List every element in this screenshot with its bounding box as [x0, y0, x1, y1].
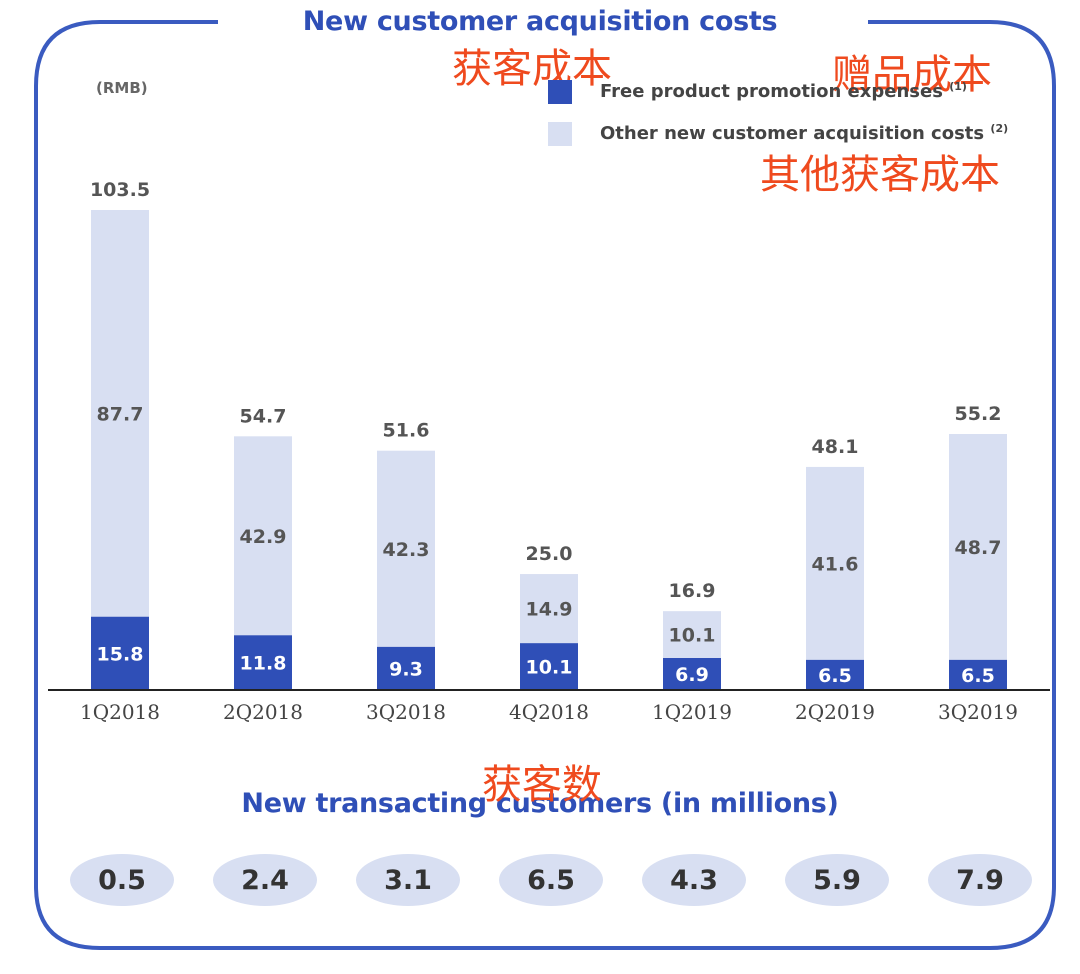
bar-other-3Q2019	[949, 434, 1007, 660]
annotation-customers-cn: 获客数	[482, 762, 602, 808]
x-tick-2Q2019: 2Q2019	[795, 700, 875, 724]
bar-other-4Q2018	[520, 574, 578, 644]
annotation-series2-cn: 其他获客成本	[760, 152, 1000, 198]
annotation-series1-cn: 赠品成本	[832, 52, 992, 98]
bar-free-1Q2018	[91, 616, 149, 690]
bar-free-2Q2019	[806, 659, 864, 690]
legend-swatch-free-product	[548, 80, 572, 104]
customers-section-title: New transacting customers (in millions)	[241, 788, 839, 819]
label-total-2Q2019: 48.1	[812, 436, 859, 458]
label-other-4Q2018: 14.9	[526, 599, 573, 621]
customer-bubble-3Q2019: 7.9	[928, 854, 1032, 906]
unit-label: (RMB)	[96, 79, 148, 97]
bar-free-2Q2018	[234, 635, 292, 690]
x-tick-4Q2018: 4Q2018	[509, 700, 589, 724]
bar-free-4Q2018	[520, 643, 578, 690]
label-free-1Q2018: 15.8	[97, 643, 144, 665]
bar-other-1Q2018	[91, 210, 149, 617]
x-tick-3Q2019: 3Q2019	[938, 700, 1018, 724]
customer-bubble-1Q2019: 4.3	[642, 854, 746, 906]
x-tick-3Q2018: 3Q2018	[366, 700, 446, 724]
label-free-3Q2019: 6.5	[961, 665, 995, 687]
label-free-2Q2019: 6.5	[818, 665, 852, 687]
bar-free-3Q2019	[949, 659, 1007, 690]
label-free-4Q2018: 10.1	[526, 657, 573, 679]
chart-title: New customer acquisition costs	[302, 6, 778, 37]
label-other-3Q2018: 42.3	[383, 539, 430, 561]
customer-bubble-3Q2018: 3.1	[356, 854, 460, 906]
label-free-2Q2018: 11.8	[240, 653, 287, 675]
label-other-2Q2018: 42.9	[240, 526, 287, 548]
customer-bubble-2Q2018: 2.4	[213, 854, 317, 906]
customer-bubble-2Q2019: 5.9	[785, 854, 889, 906]
label-free-3Q2018: 9.3	[389, 658, 423, 680]
x-tick-1Q2018: 1Q2018	[80, 700, 160, 724]
bar-other-2Q2018	[234, 436, 292, 636]
label-total-4Q2018: 25.0	[526, 543, 573, 565]
label-total-2Q2018: 54.7	[240, 405, 287, 427]
label-free-1Q2019: 6.9	[675, 664, 709, 686]
x-tick-2Q2018: 2Q2018	[223, 700, 303, 724]
label-total-3Q2019: 55.2	[955, 403, 1002, 425]
legend-label-free-product: Free product promotion expenses (1)	[600, 80, 967, 102]
label-other-1Q2019: 10.1	[669, 625, 716, 647]
x-tick-1Q2019: 1Q2019	[652, 700, 732, 724]
customer-bubble-4Q2018: 6.5	[499, 854, 603, 906]
label-other-1Q2018: 87.7	[97, 403, 144, 425]
bar-free-1Q2019	[663, 658, 721, 690]
label-other-2Q2019: 41.6	[812, 553, 859, 575]
annotation-title-cn: 获客成本	[452, 46, 612, 92]
legend-label-other-costs: Other new customer acquisition costs (2)	[600, 122, 1009, 144]
label-total-1Q2019: 16.9	[669, 580, 716, 602]
bar-other-2Q2019	[806, 466, 864, 660]
legend-swatch-other-costs	[548, 122, 572, 146]
bar-other-3Q2018	[377, 450, 435, 647]
label-other-3Q2019: 48.7	[955, 537, 1002, 559]
label-total-1Q2018: 103.5	[90, 179, 150, 201]
label-total-3Q2018: 51.6	[383, 420, 430, 442]
customer-bubble-1Q2018: 0.5	[70, 854, 174, 906]
bar-other-1Q2019	[663, 611, 721, 658]
bar-free-3Q2018	[377, 646, 435, 690]
